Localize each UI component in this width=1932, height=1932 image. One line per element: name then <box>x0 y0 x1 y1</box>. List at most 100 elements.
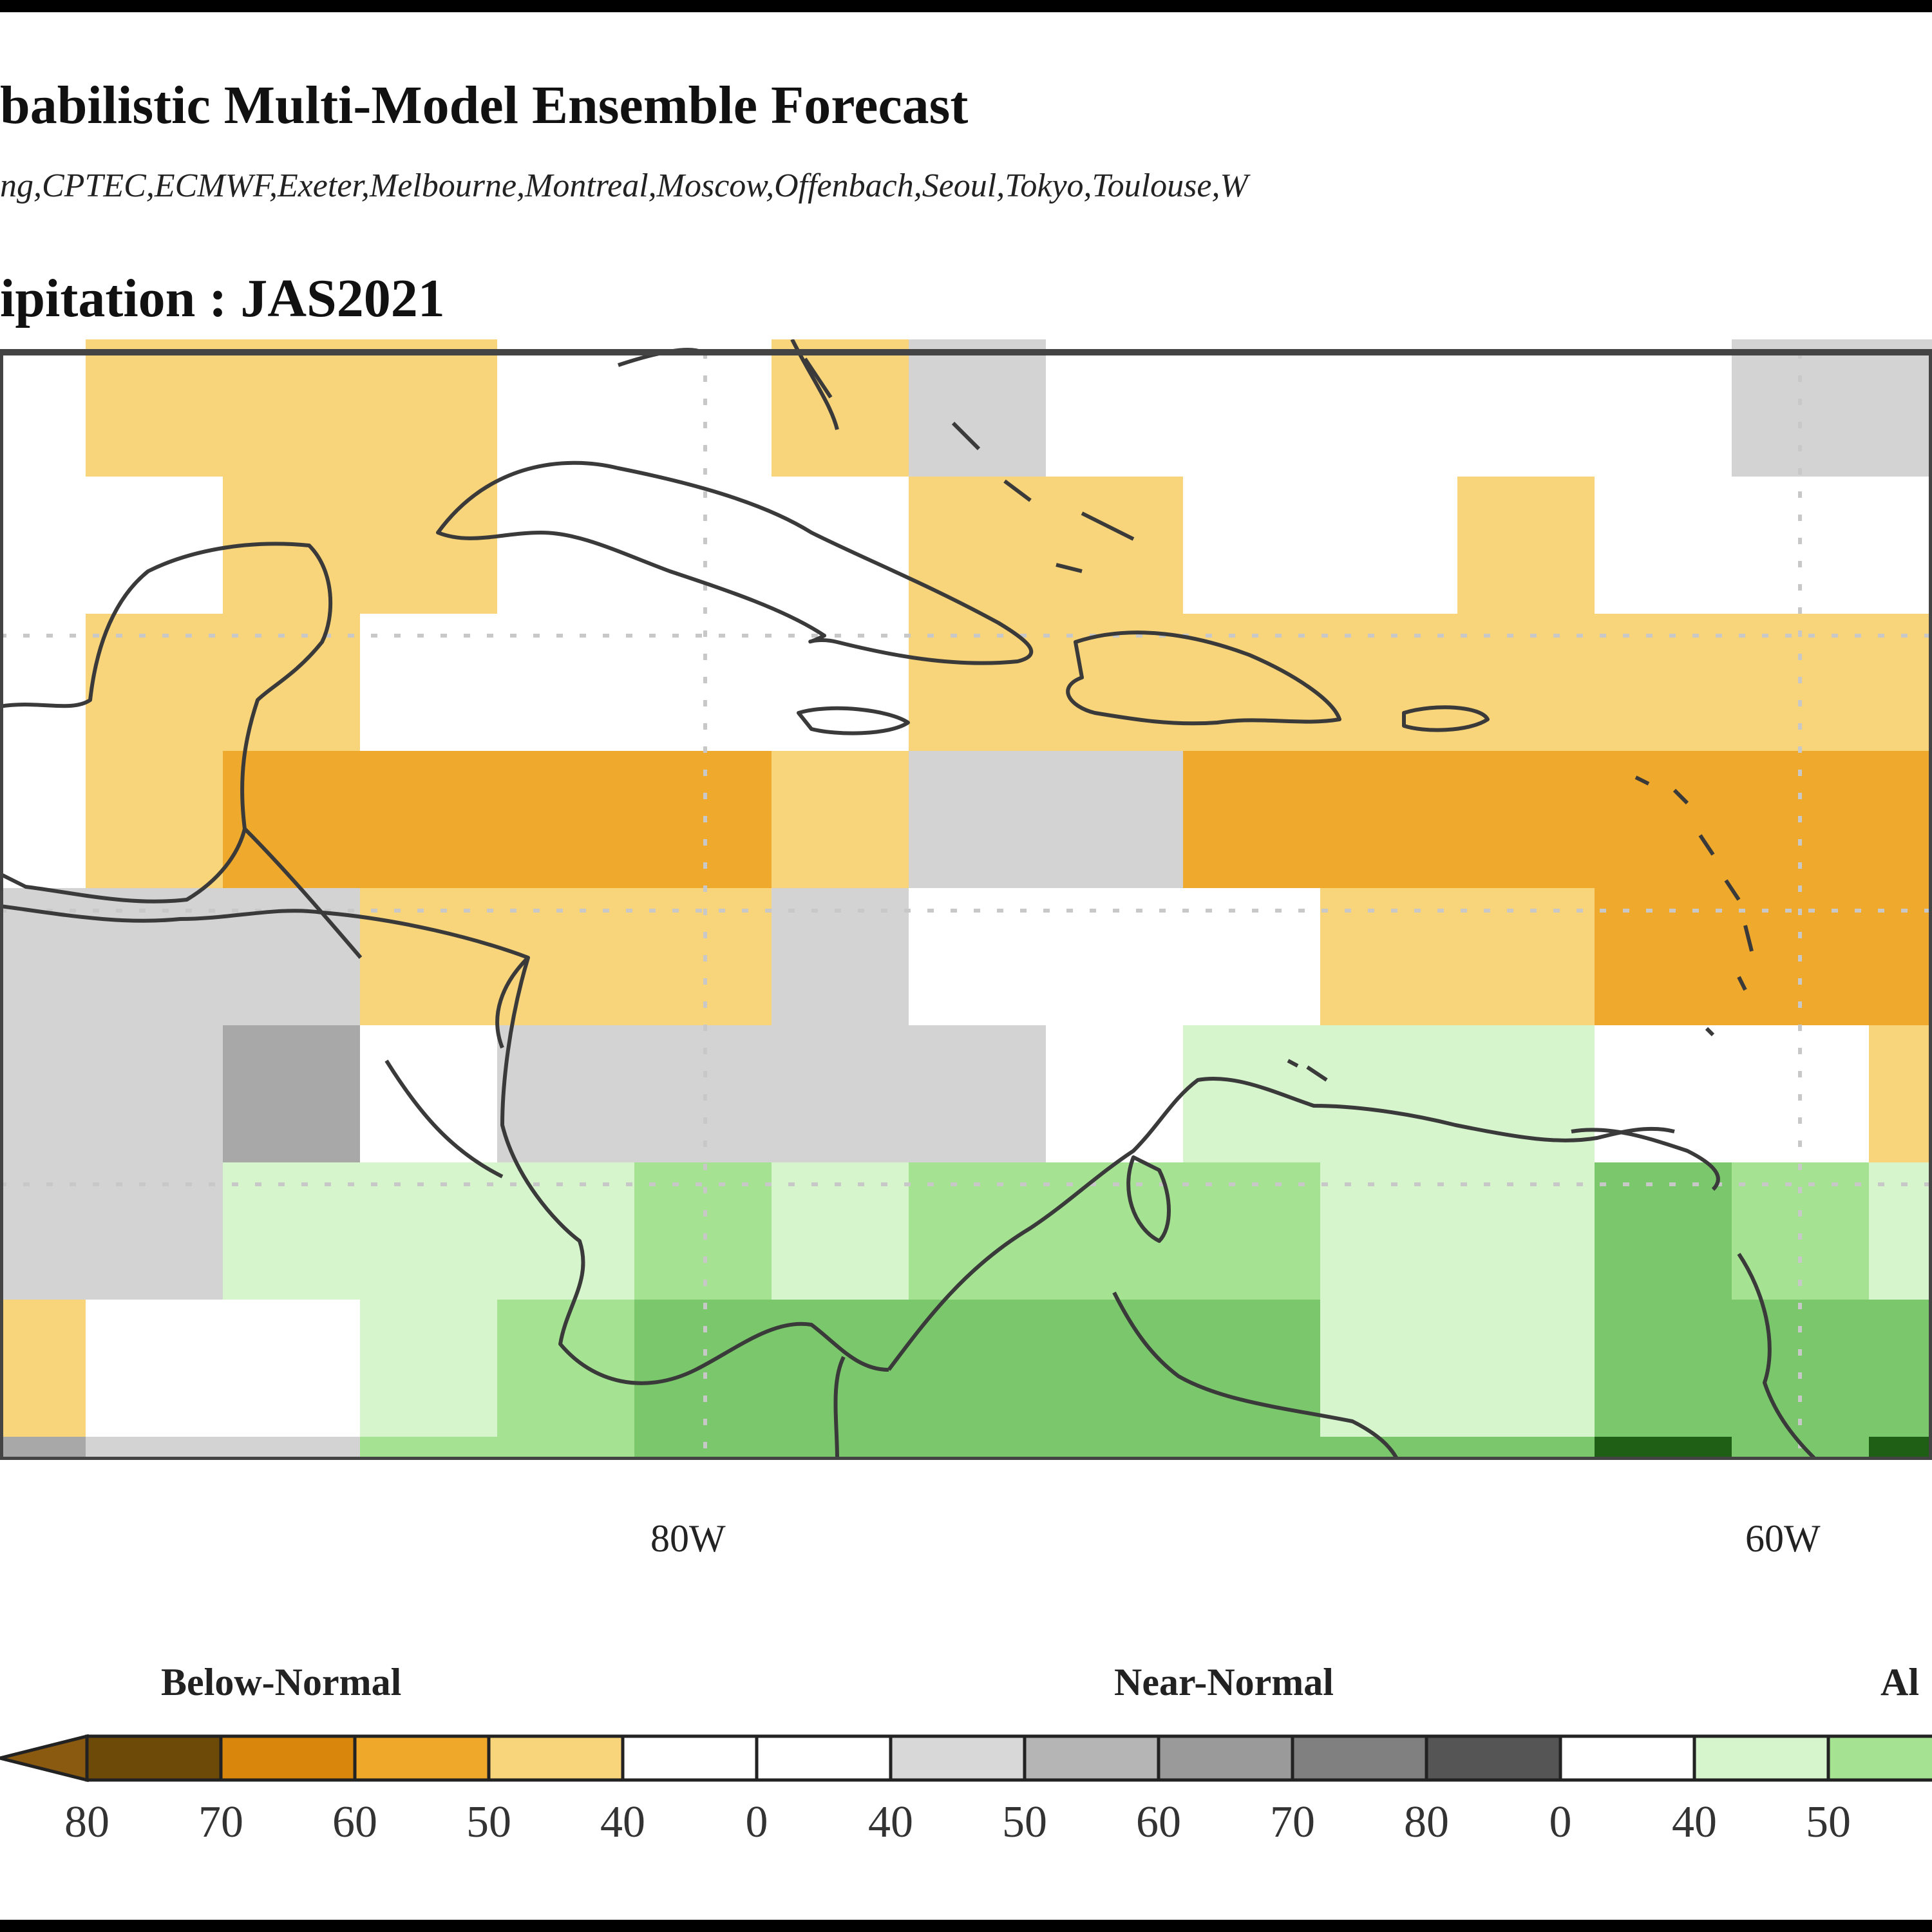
grid-cell <box>360 339 498 477</box>
grid-cell <box>1457 1437 1595 1460</box>
grid-cell <box>0 339 86 477</box>
grid-cell <box>1046 751 1184 889</box>
grid-cell <box>1457 1162 1595 1300</box>
grid-cell <box>1320 1300 1458 1437</box>
legend-category-above-normal: Al <box>1880 1661 1919 1703</box>
grid-cell <box>1183 1437 1321 1460</box>
grid-cell <box>360 888 498 1026</box>
colorbar-swatch <box>621 1734 759 1782</box>
forecast-map <box>0 339 1932 1460</box>
grid-cell <box>909 1300 1046 1437</box>
grid-cell <box>1183 339 1321 477</box>
legend-category-below-normal: Below-Normal <box>161 1661 402 1703</box>
grid-cell <box>0 751 86 889</box>
colorbar-swatch <box>487 1734 625 1782</box>
grid-cell <box>634 477 772 614</box>
grid-cell <box>86 1437 223 1460</box>
grid-cell <box>1183 1300 1321 1437</box>
grid-cell <box>360 614 498 752</box>
grid-cell <box>772 751 909 889</box>
grid-cell <box>0 1437 86 1460</box>
grid-cell <box>497 339 635 477</box>
colorbar-tick-label: 0 <box>1549 1797 1572 1847</box>
grid-cell <box>0 477 86 614</box>
colorbar <box>0 1734 1932 1783</box>
grid-cell <box>360 751 498 889</box>
grid-cell <box>909 477 1046 614</box>
grid-cell <box>1320 888 1458 1026</box>
colorbar-tick-label: 60 <box>1136 1797 1181 1847</box>
grid-cell <box>1046 339 1184 477</box>
grid-cell <box>0 1025 86 1163</box>
colorbar-tick-label: 40 <box>868 1797 913 1847</box>
grid-cell <box>86 751 223 889</box>
grid-cell <box>360 1437 498 1460</box>
grid-cell <box>360 1300 498 1437</box>
grid-cell <box>497 477 635 614</box>
grid-cell <box>909 1025 1046 1163</box>
grid-cell <box>1869 1300 1932 1437</box>
grid-cell <box>1046 1025 1184 1163</box>
grid-cell <box>86 614 223 752</box>
colorbar-swatch <box>1157 1734 1294 1782</box>
grid-cell <box>1595 477 1732 614</box>
colorbar-tick-label: 80 <box>1404 1797 1449 1847</box>
colorbar-swatch <box>889 1734 1027 1782</box>
grid-cell <box>223 751 361 889</box>
grid-cell <box>223 339 361 477</box>
grid-cell <box>497 751 635 889</box>
grid-cell <box>1595 1025 1732 1163</box>
colorbar-tick-label: 60 <box>332 1797 377 1847</box>
grid-cell <box>1183 751 1321 889</box>
grid-cell <box>1732 477 1870 614</box>
grid-cell <box>909 751 1046 889</box>
colorbar-swatch <box>1826 1734 1932 1782</box>
colorbar-tick-label: 40 <box>1672 1797 1717 1847</box>
grid-cell <box>1595 339 1732 477</box>
colorbar-tick-label: 80 <box>64 1797 109 1847</box>
grid-cell <box>1457 888 1595 1026</box>
grid-cell <box>909 1437 1046 1460</box>
grid-cell <box>86 1300 223 1437</box>
grid-cell <box>1595 1300 1732 1437</box>
grid-cell <box>1869 339 1932 477</box>
grid-cell <box>1320 751 1458 889</box>
grid-cell <box>1457 477 1595 614</box>
grid-cell <box>497 1437 635 1460</box>
grid-cell <box>634 1162 772 1300</box>
colorbar-tick-label: 0 <box>745 1797 768 1847</box>
grid-cell <box>1869 751 1932 889</box>
grid-cell <box>86 888 223 1026</box>
grid-cell <box>1046 1300 1184 1437</box>
colorbar-swatches <box>85 1734 1932 1782</box>
grid-cell <box>1595 1162 1732 1300</box>
grid-cell <box>223 1300 361 1437</box>
colorbar-swatch <box>755 1734 893 1782</box>
grid-cell <box>1595 614 1732 752</box>
grid-cell <box>86 477 223 614</box>
grid-cell <box>86 339 223 477</box>
colorbar-swatch <box>219 1734 357 1782</box>
grid-cell <box>1595 888 1732 1026</box>
grid-cell <box>1732 339 1870 477</box>
grid-cell <box>1732 1300 1870 1437</box>
grid-cell <box>497 614 635 752</box>
colorbar-swatch <box>353 1734 491 1782</box>
grid-cell <box>1595 1437 1732 1460</box>
colorbar-tick-label: 50 <box>466 1797 511 1847</box>
grid-cell <box>360 477 498 614</box>
colorbar-tick-label: 70 <box>198 1797 243 1847</box>
colorbar-tick-label: 50 <box>1002 1797 1047 1847</box>
colorbar-swatch <box>1291 1734 1428 1782</box>
grid-cell <box>497 888 635 1026</box>
grid-cell <box>223 1025 361 1163</box>
colorbar-tick-label: 70 <box>1270 1797 1315 1847</box>
figure-title: babilistic Multi-Model Ensemble Forecast <box>0 75 969 135</box>
grid-cell <box>1320 477 1458 614</box>
legend-category-near-normal: Near-Normal <box>1114 1661 1334 1703</box>
grid-cell <box>1869 1025 1932 1163</box>
grid-cell <box>772 1437 909 1460</box>
grid-cell <box>1457 339 1595 477</box>
grid-cell <box>1183 477 1321 614</box>
colorbar-swatch <box>85 1734 223 1782</box>
